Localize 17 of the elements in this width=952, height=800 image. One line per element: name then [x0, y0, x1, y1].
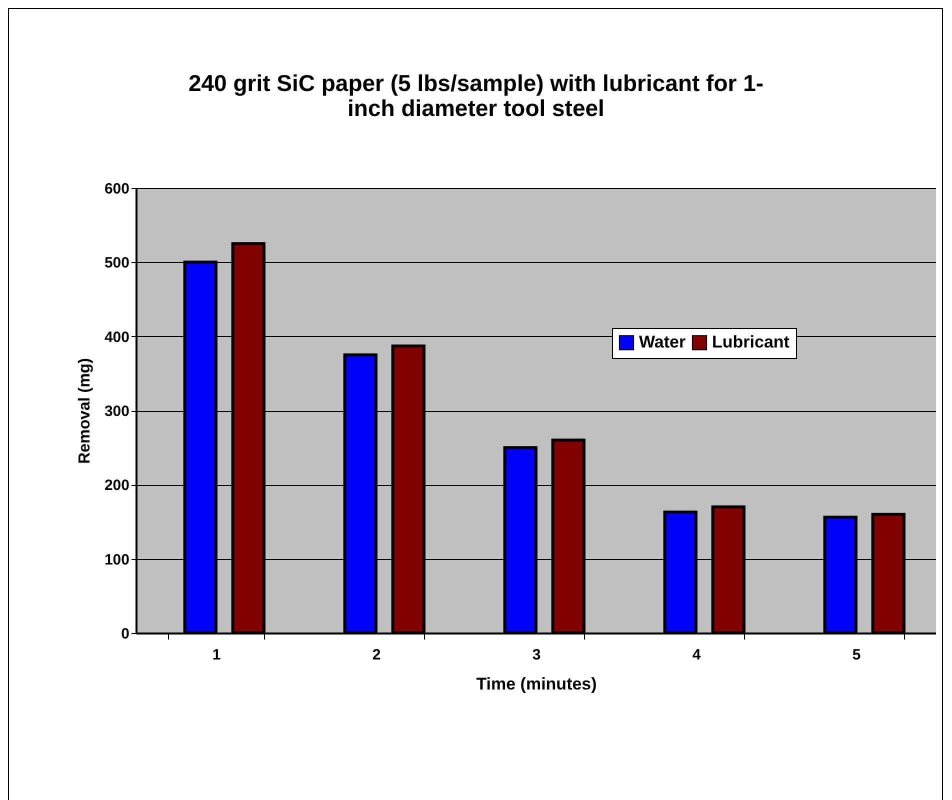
x-axis-title: Time (minutes)	[476, 674, 597, 694]
y-tick-label: 600	[104, 180, 130, 198]
chart-title: 240 grit SiC paper (5 lbs/sample) with lubricant for 1-inch diameter tool steel	[188, 70, 764, 121]
x-tick-label: 2	[372, 646, 381, 664]
legend-label: Water	[639, 332, 686, 352]
x-tick-label: 3	[532, 646, 541, 664]
y-tick-label: 200	[104, 477, 130, 494]
y-tick-label: 500	[104, 254, 130, 272]
x-tick-label: 5	[852, 646, 861, 664]
legend-label: Lubricant	[712, 332, 790, 352]
y-tick-label: 400	[104, 328, 130, 346]
y-tick-label: 300	[104, 403, 130, 420]
x-tick-label: 4	[692, 646, 702, 664]
y-axis-title: Removal (mg)	[76, 358, 94, 464]
y-tick-label: 100	[104, 551, 130, 568]
y-tick-label: 0	[121, 626, 130, 642]
x-tick-label: 1	[212, 646, 221, 664]
